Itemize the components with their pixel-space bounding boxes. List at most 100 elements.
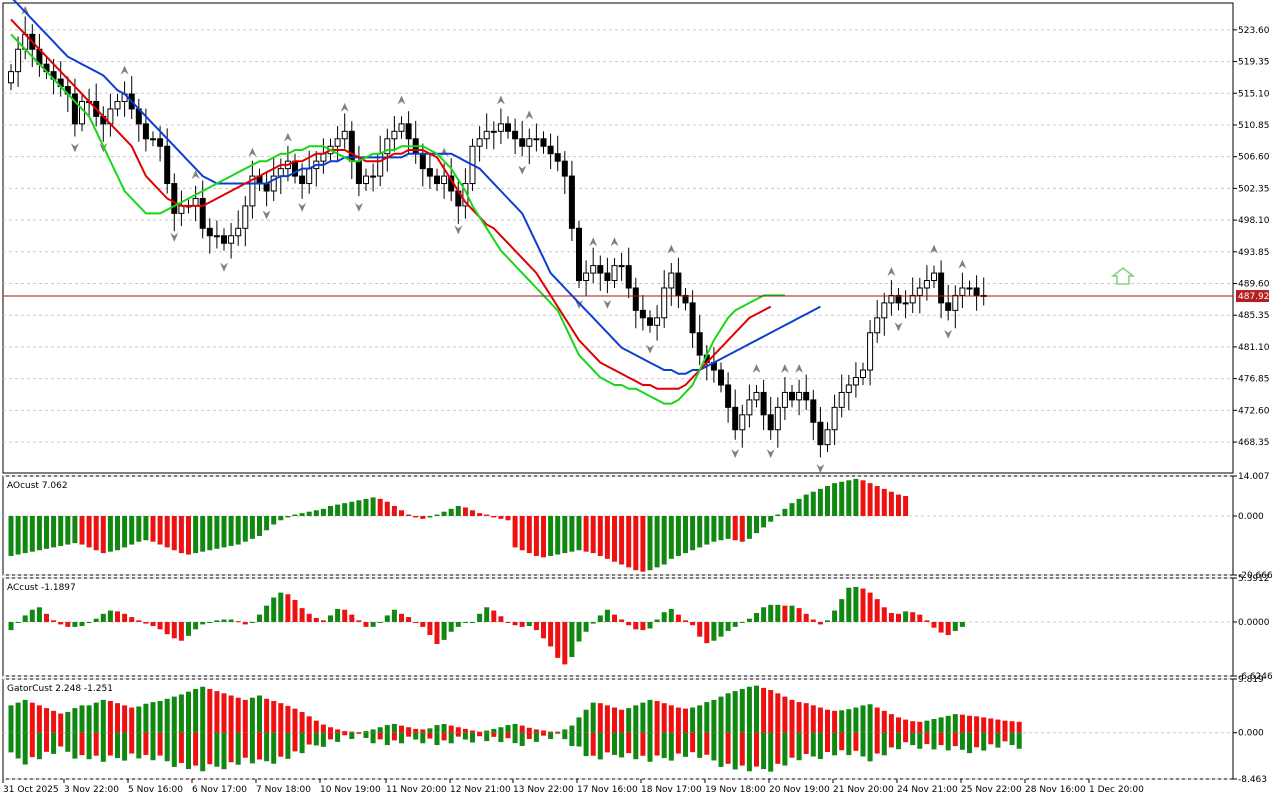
bear-candle [625,265,632,289]
gator-lower-bar [604,732,610,753]
gator-lower-bar [292,732,298,752]
gator-upper-bar [597,703,603,733]
fractal-up-icon [120,65,129,75]
histogram-bar [725,621,731,631]
histogram-bar [107,610,113,622]
histogram-bar [65,621,71,627]
time-axis: 31 Oct 2025 3 Nov 22:00 5 Nov 16:00 6 Nov 1… [2,779,1144,795]
histogram-bar [115,515,120,551]
histogram-bar [58,621,64,625]
main-price-panel[interactable]: 523.60 519.35 515.10 510.85 506.60 502.35 498.… [2,0,1270,474]
gator-lower-bar [93,732,99,756]
histogram-bar [768,515,774,522]
gator-upper-bar [1002,720,1008,733]
histogram-bar [299,513,305,516]
gator-upper-bar [817,707,823,733]
fractal-up-icon [340,102,349,112]
bear-candle [561,160,568,177]
histogram-bar [384,615,390,622]
gator-upper-bar [974,716,980,733]
histogram-bar [413,515,419,518]
histogram-bar [675,515,681,556]
gator-lower-bar [810,732,816,757]
histogram-bar [200,621,206,625]
histogram-bar [782,605,788,622]
gator-upper-bar [647,699,653,733]
bear-candle [568,175,575,229]
main-panel-grid [3,29,1233,443]
gator-upper-bar [22,699,28,733]
bull-candle [881,302,888,319]
histogram-bar [164,515,170,548]
gator-upper-bar [171,696,177,733]
gator-lower-bar [505,732,511,739]
time-tick-label: 7 Nov 18:00 [256,785,311,795]
gator-upper-bar [377,727,383,733]
histogram-bar [406,514,412,516]
gator-upper-bar [711,699,717,733]
bear-candle [895,294,902,304]
gator-upper-bar [754,685,759,733]
histogram-bar [711,621,717,641]
gator-upper-bar [789,699,795,733]
price-tick-label: 468.35 [1238,438,1270,448]
histogram-bar [65,515,71,545]
gator-lower-bar [498,732,504,743]
gator-lower-bar [186,732,191,770]
histogram-bar [193,515,199,554]
histogram-bar [249,621,255,623]
gator-upper-bar [399,725,404,733]
gator-upper-bar [583,709,589,733]
bear-candle [142,123,149,140]
histogram-bar [427,515,433,518]
price-tick-label: 515.10 [1238,89,1270,99]
histogram-bar [505,515,511,521]
gator-upper-bar [1009,721,1015,733]
histogram-bar [817,488,823,516]
time-tick-label: 25 Nov 22:00 [961,785,1022,795]
histogram-bar [810,491,816,516]
gator-lower-bar [391,732,397,741]
accust-panel[interactable]: ACcust -1.1897 5.3912 0.0000 -6.6246 [2,574,1273,682]
price-tick-label: 476.85 [1238,375,1270,385]
gator-upper-bar [967,715,972,733]
bull-candle [888,294,895,304]
histogram-bar [846,480,852,516]
gator-lower-bar [874,732,880,754]
gator-upper-bar [512,723,518,733]
histogram-bar [675,614,681,622]
gator-lower-bar [399,732,404,744]
gator-upper-bar [931,719,937,733]
histogram-bar [732,515,738,541]
histogram-bar [732,621,738,627]
fractal-down-icon [816,464,825,474]
gator-lower-bar [214,732,220,767]
gator-lower-bar [974,732,980,748]
bull-candle [781,391,788,408]
gatorcust-panel[interactable]: GatorCust 2.248 -1.251 9.819 0.000 -8.463 [2,675,1267,785]
histogram-bar [143,621,149,624]
bear-candle [682,294,689,304]
gator-upper-bar [427,728,433,733]
bull-candle [79,100,85,125]
histogram-bar [29,515,35,552]
gator-upper-bar [491,728,497,733]
histogram-bar [257,614,262,622]
gator-lower-bar [1009,732,1015,746]
gator-upper-bar [448,725,454,733]
histogram-bar [817,621,823,625]
gator-lower-bar [583,732,589,757]
histogram-bar [597,615,603,622]
bear-candle [299,175,306,185]
fractal-down-icon [646,344,654,354]
histogram-bar [462,621,468,623]
aocust-panel[interactable]: AOcust 7.062 14.007 0.000 -20.666 [2,472,1273,581]
alligator-teeth-line [10,18,772,390]
gator-lower-bar [562,732,568,740]
histogram-bar [725,515,731,539]
gator-lower-bar [306,732,312,745]
bear-candle [157,138,164,147]
gator-upper-bar [221,693,227,733]
histogram-bar [214,620,220,622]
